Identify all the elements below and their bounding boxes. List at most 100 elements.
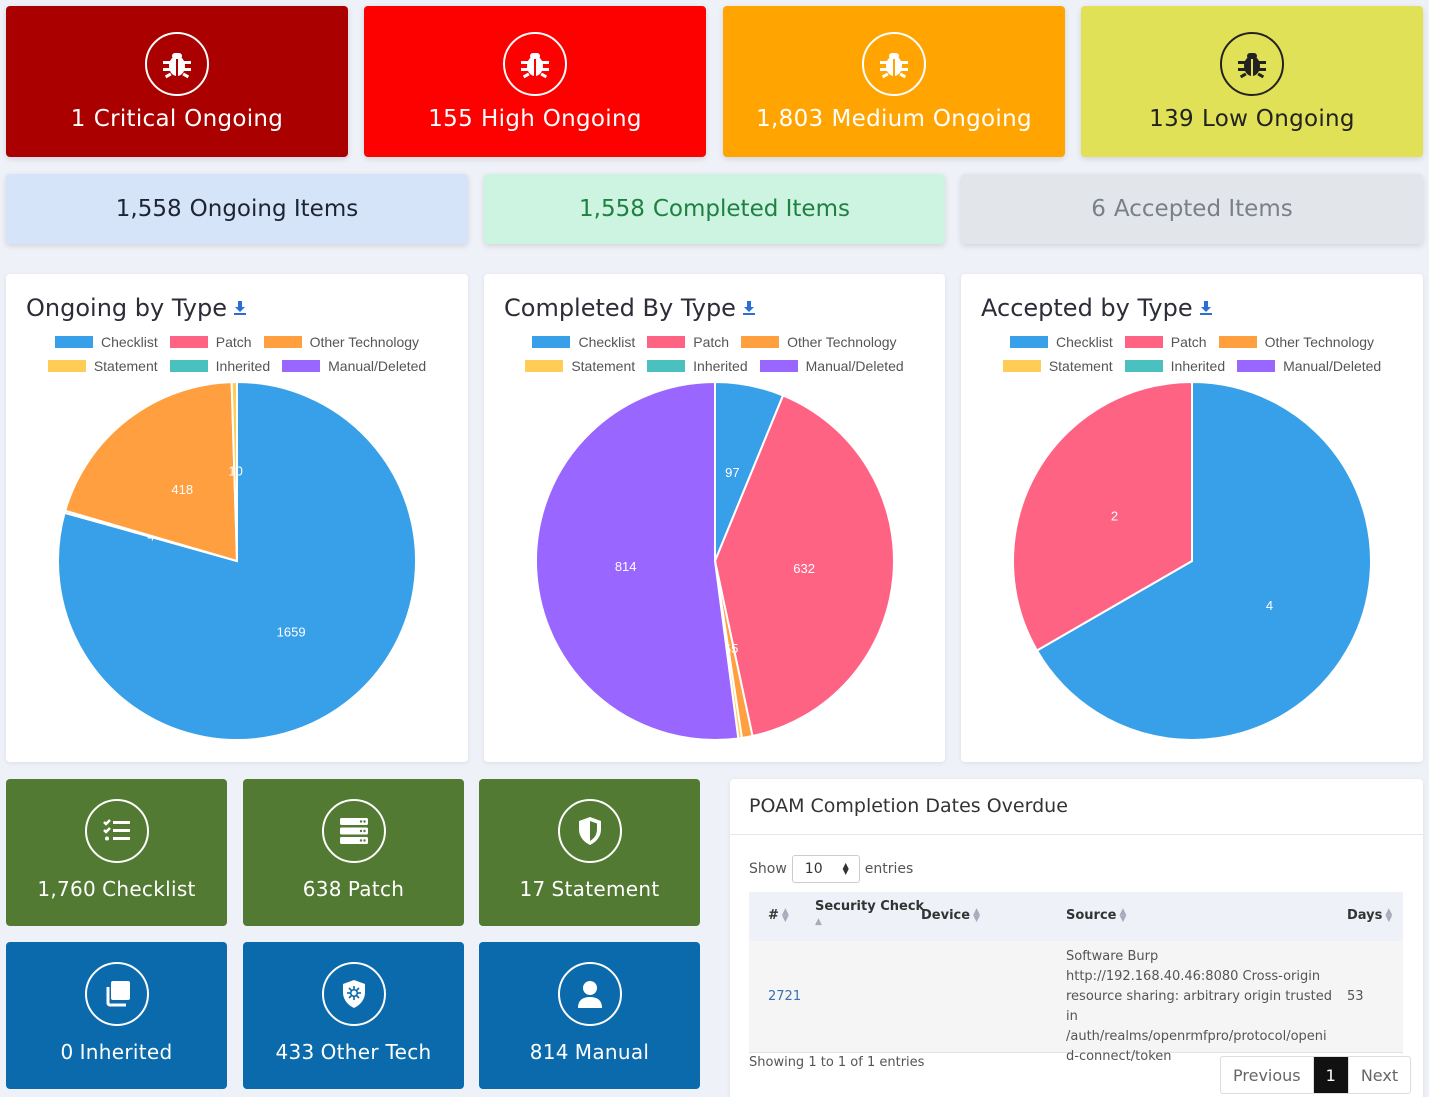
manual-label: 814 Manual (529, 1040, 650, 1064)
accepted-by-type-card: Accepted by Type Checklist Patch Other T… (961, 274, 1423, 762)
legend-item-patch[interactable]: Patch (169, 334, 252, 350)
pie-slice-checklist[interactable] (1035, 380, 1372, 741)
pie-value-label: 1659 (277, 624, 306, 639)
chart-title: Completed By Type (504, 294, 756, 322)
completed-items-count: 1,558 (579, 196, 645, 222)
legend-row-1: Checklist Patch Other Technology (961, 330, 1423, 354)
high-ongoing-label: 155 High Ongoing (428, 106, 642, 132)
legend-item-inherited[interactable]: Inherited (647, 358, 748, 374)
table-header: # ▲ ▼ Security Check ▲ Device ▲ ▼ Source ▲ ▼ Da… (749, 892, 1403, 941)
statement-label: 17 Statement (519, 877, 660, 901)
legend-row-2: Statement Inherited Manual/Deleted (961, 354, 1423, 378)
pie-chart[interactable]: 97632155814 (534, 380, 896, 742)
bug-icon (145, 32, 209, 96)
legend-row-1: Checklist Patch Other Technology (6, 330, 468, 354)
user-icon (557, 962, 622, 1026)
legend-item-manual-deleted[interactable]: Manual/Deleted (759, 358, 904, 374)
next-button[interactable]: Next (1347, 1057, 1410, 1093)
legend-row-2: Statement Inherited Manual/Deleted (6, 354, 468, 378)
pie-slice-other-technology[interactable] (63, 381, 239, 563)
legend-item-statement[interactable]: Statement (47, 358, 158, 374)
legend-row-2: Statement Inherited Manual/Deleted (484, 354, 945, 378)
poam-id-link[interactable]: 2721 (768, 989, 802, 1004)
pie-value-label: 4 (1266, 598, 1273, 613)
download-icon[interactable] (1199, 300, 1213, 316)
critical-ongoing-card[interactable]: 1 Critical Ongoing (6, 6, 348, 157)
sort-asc-icon: ▲ (815, 917, 822, 927)
chart-legend: Checklist Patch Other Technology Stateme… (6, 330, 468, 378)
legend-item-statement[interactable]: Statement (525, 358, 635, 374)
entries-length-control: Show 10 ▲ ▼ entries (749, 855, 913, 883)
entries-select[interactable]: 10 ▲ ▼ (791, 855, 860, 883)
days-cell: 53 (1347, 989, 1364, 1004)
page-1-button[interactable]: 1 (1313, 1057, 1348, 1093)
high-ongoing-card[interactable]: 155 High Ongoing (364, 6, 706, 157)
col-header-days[interactable]: Days ▲ ▼ (1347, 907, 1393, 924)
medium-ongoing-card[interactable]: 1,803 Medium Ongoing (723, 6, 1065, 157)
pie-value-label: 97 (725, 465, 739, 480)
chart-title: Ongoing by Type (26, 294, 247, 322)
poam-overdue-panel: POAM Completion Dates Overdue Show 10 ▲ ▼… (730, 779, 1423, 1097)
col-header-security-check[interactable]: Security Check ▲ (815, 899, 925, 927)
patch-label: 638 Patch (302, 877, 405, 901)
accepted-items-label: Accepted Items (1113, 196, 1293, 222)
inherited-label: 0 Inherited (60, 1040, 173, 1064)
medium-ongoing-label: 1,803 Medium Ongoing (756, 106, 1032, 132)
chart-title: Accepted by Type (981, 294, 1213, 322)
completed-items-card[interactable]: 1,558 Completed Items (484, 174, 945, 244)
accepted-items-card[interactable]: 6 Accepted Items (961, 174, 1423, 244)
panel-title: POAM Completion Dates Overdue (749, 795, 1068, 817)
legend-item-other-technology[interactable]: Other Technology (1218, 334, 1374, 350)
legend-item-inherited[interactable]: Inherited (1124, 358, 1225, 374)
legend-item-checklist[interactable]: Checklist (54, 334, 158, 350)
download-icon[interactable] (233, 300, 247, 316)
other-tech-label: 433 Other Tech (275, 1040, 432, 1064)
pie-chart[interactable]: 42 (1011, 380, 1373, 742)
chart-legend: Checklist Patch Other Technology Stateme… (484, 330, 945, 378)
legend-item-checklist[interactable]: Checklist (1009, 334, 1113, 350)
bug-icon (503, 32, 567, 96)
download-icon[interactable] (742, 300, 756, 316)
patch-card[interactable]: 638 Patch (243, 779, 464, 926)
ongoing-by-type-card: Ongoing by Type Checklist Patch Other Te… (6, 274, 468, 762)
bug-icon (862, 32, 926, 96)
low-ongoing-card[interactable]: 139 Low Ongoing (1081, 6, 1423, 157)
pie-value-label: 2 (1111, 508, 1118, 523)
pie-slice-statement[interactable] (230, 380, 238, 562)
col-header-source[interactable]: Source ▲ ▼ (1066, 907, 1127, 924)
legend-item-inherited[interactable]: Inherited (169, 358, 270, 374)
legend-item-checklist[interactable]: Checklist (532, 334, 635, 350)
previous-button[interactable]: Previous (1221, 1057, 1314, 1093)
legend-item-other-technology[interactable]: Other Technology (263, 334, 419, 350)
legend-item-patch[interactable]: Patch (647, 334, 729, 350)
pie-value-label: 10 (228, 464, 242, 479)
pie-value-label: 814 (615, 559, 637, 574)
source-cell: Software Burp http://192.168.40.46:8080 … (1066, 949, 1332, 1064)
statement-card[interactable]: 17 Statement (479, 779, 700, 926)
low-ongoing-label: 139 Low Ongoing (1149, 106, 1355, 132)
accepted-items-count: 6 (1091, 196, 1106, 222)
legend-item-statement[interactable]: Statement (1002, 358, 1113, 374)
col-header-number[interactable]: # ▲ ▼ (768, 907, 789, 924)
server-icon (321, 799, 386, 863)
inherited-card[interactable]: 0 Inherited (6, 942, 227, 1089)
other-tech-card[interactable]: 433 Other Tech (243, 942, 464, 1089)
ongoing-items-card[interactable]: 1,558 Ongoing Items (6, 174, 468, 244)
legend-item-manual-deleted[interactable]: Manual/Deleted (1237, 358, 1381, 374)
legend-item-patch[interactable]: Patch (1124, 334, 1207, 350)
table-row[interactable]: 2721 Software Burp http://192.168.40.46:… (749, 941, 1403, 1064)
completed-by-type-card: Completed By Type Checklist Patch Other … (484, 274, 945, 762)
pie-slice-patch[interactable] (713, 394, 895, 738)
col-header-device[interactable]: Device ▲ ▼ (921, 907, 980, 924)
checklist-label: 1,760 Checklist (37, 877, 196, 901)
legend-item-other-technology[interactable]: Other Technology (741, 334, 897, 350)
pie-slice-manual-deleted[interactable] (535, 380, 740, 741)
pie-value-label: 632 (793, 561, 815, 576)
pie-value-label: 418 (171, 482, 193, 497)
checklist-card[interactable]: 1,760 Checklist (6, 779, 227, 926)
legend-item-manual-deleted[interactable]: Manual/Deleted (282, 358, 426, 374)
pie-chart[interactable]: 1659441810 (56, 380, 418, 742)
pie-slice-patch[interactable] (1012, 380, 1193, 652)
divider (730, 834, 1423, 835)
manual-card[interactable]: 814 Manual (479, 942, 700, 1089)
